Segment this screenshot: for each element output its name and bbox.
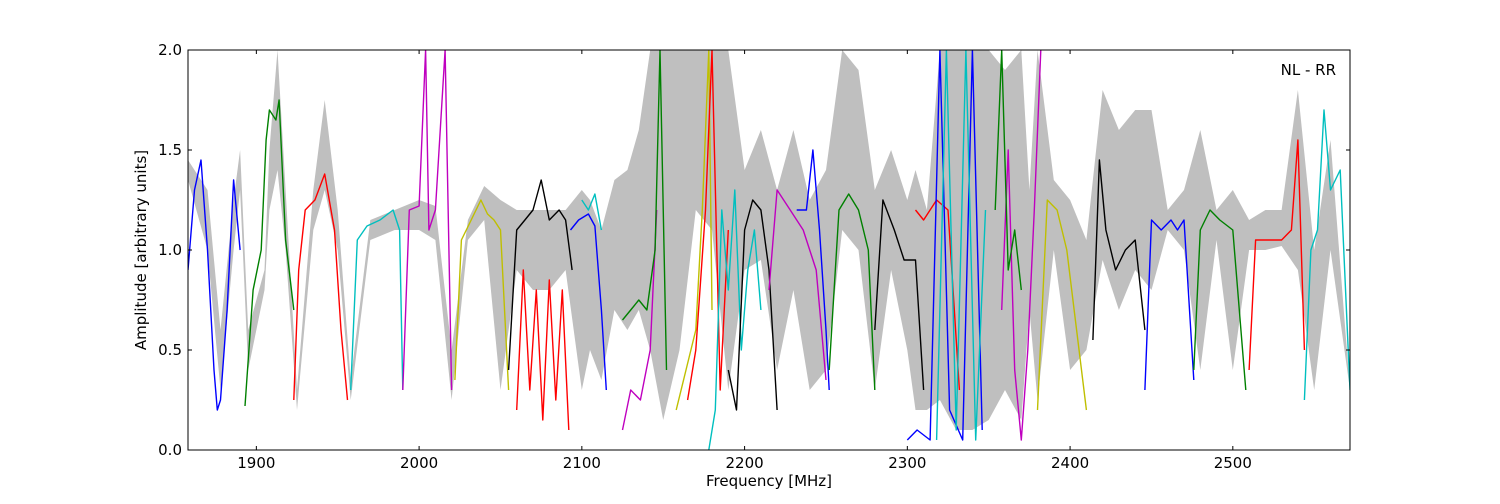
series-line-9 [569, 213, 607, 391]
series-line-13 [675, 50, 713, 411]
series-line-31 [1303, 109, 1350, 401]
series-line-28 [1144, 219, 1195, 391]
series-line-18 [796, 149, 830, 391]
series-line-10 [581, 193, 603, 231]
series-line-24 [1001, 50, 1042, 441]
series-line-14 [686, 50, 729, 401]
series-layer [188, 50, 1350, 450]
series-line-2 [244, 99, 295, 407]
x-tick-label: 2000 [400, 454, 438, 472]
x-tick-label: 2100 [563, 454, 601, 472]
series-line-29 [1193, 209, 1247, 391]
series-line-20 [874, 199, 925, 391]
series-line-22 [906, 50, 983, 441]
x-tick-label: 2300 [888, 454, 926, 472]
series-line-15 [708, 189, 762, 450]
envelope-layer [188, 50, 1350, 430]
series-line-23 [935, 50, 987, 441]
series-line-27 [1092, 159, 1146, 341]
series-line-26 [1036, 199, 1088, 411]
y-tick-label: 0.0 [158, 441, 182, 459]
series-line-8 [516, 269, 570, 431]
x-tick-label: 2400 [1051, 454, 1089, 472]
y-tick-label: 1.5 [158, 141, 182, 159]
annotation-label: NL - RR [1281, 61, 1336, 79]
series-line-25 [994, 50, 1022, 291]
tick-layer: 1900 2000 2100 2200 2300 2400 2500 0.0 0.5 1.0 1.5… [158, 41, 1350, 472]
series-line-1 [188, 159, 241, 411]
x-axis-label: Frequency [MHz] [706, 472, 832, 490]
y-tick-label: 0.5 [158, 341, 182, 359]
series-line-16 [727, 199, 778, 411]
x-tick-label: 2200 [725, 454, 763, 472]
envelope-band [188, 50, 1350, 430]
y-axis-label: Amplitude [arbitrary units] [132, 150, 150, 350]
series-line-7 [507, 179, 573, 371]
x-tick-label: 2500 [1214, 454, 1252, 472]
series-line-30 [1248, 139, 1306, 371]
series-line-12 [621, 50, 668, 371]
y-tick-label: 1.0 [158, 241, 182, 259]
series-line-5 [402, 50, 453, 391]
series-line-6 [454, 199, 510, 391]
series-line-3 [293, 173, 349, 401]
series-line-19 [828, 193, 876, 391]
series-line-11 [621, 209, 658, 431]
y-tick-label: 2.0 [158, 41, 182, 59]
series-line-4 [350, 209, 404, 391]
series-line-17 [768, 189, 827, 381]
x-tick-label: 1900 [237, 454, 275, 472]
